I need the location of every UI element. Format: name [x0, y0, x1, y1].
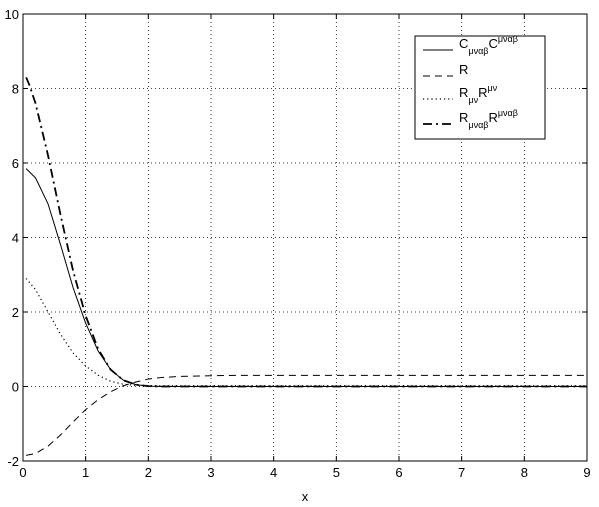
- y-tick-label: 0: [12, 380, 19, 395]
- legend-base2: R: [478, 85, 487, 100]
- legend-base2: C: [488, 36, 497, 51]
- series-group: [25, 76, 587, 456]
- y-tick-label: 6: [12, 156, 19, 171]
- legend-base: R: [459, 110, 468, 125]
- x-tick-label: 3: [207, 465, 214, 480]
- legend-base: R: [459, 85, 468, 100]
- x-tick-label: 0: [19, 465, 26, 480]
- series-line-2: [26, 374, 587, 456]
- legend-superscript: μναβ: [498, 108, 518, 118]
- legend-base2: R: [488, 110, 497, 125]
- legend-box: [414, 35, 546, 140]
- y-tick-label: 4: [12, 231, 19, 246]
- legend-superscript: μναβ: [498, 34, 518, 44]
- y-tick-label: 10: [5, 7, 19, 22]
- y-tick-label: -2: [7, 454, 19, 469]
- x-tick-label: 9: [583, 465, 590, 480]
- series-line-1: [25, 168, 587, 387]
- x-tick-label: 1: [82, 465, 89, 480]
- y-tick-label: 8: [12, 82, 19, 97]
- x-tick-label: 2: [145, 465, 152, 480]
- series-line-4: [25, 76, 587, 388]
- x-tick-label: 7: [458, 465, 465, 480]
- x-tick-labels: 0 1 2 3 4 5 6 7 8 9: [19, 465, 590, 480]
- y-tick-labels: -2 0 2 4 6 8 10: [5, 7, 19, 469]
- legend-entry-2: R: [459, 62, 468, 77]
- legend-entry-3: RμνRμν: [459, 83, 498, 105]
- x-tick-label: 4: [270, 465, 277, 480]
- legend-base: C: [459, 36, 468, 51]
- x-tick-label: 5: [333, 465, 340, 480]
- x-tick-label: 6: [395, 465, 402, 480]
- y-tick-label: 2: [12, 305, 19, 320]
- legend-entry-1: CμναβCμναβ: [459, 34, 518, 56]
- tick-marks: [22, 13, 588, 462]
- legend-base: R: [459, 62, 468, 77]
- legend-subscript: μν: [468, 95, 478, 105]
- legend-entry-4: RμναβRμναβ: [459, 108, 518, 130]
- x-tick-label: 8: [521, 465, 528, 480]
- legend-superscript: μν: [487, 83, 497, 93]
- x-axis-label: x: [302, 489, 309, 504]
- legend-subscript: μναβ: [468, 46, 488, 56]
- legend-subscript: μναβ: [468, 120, 488, 130]
